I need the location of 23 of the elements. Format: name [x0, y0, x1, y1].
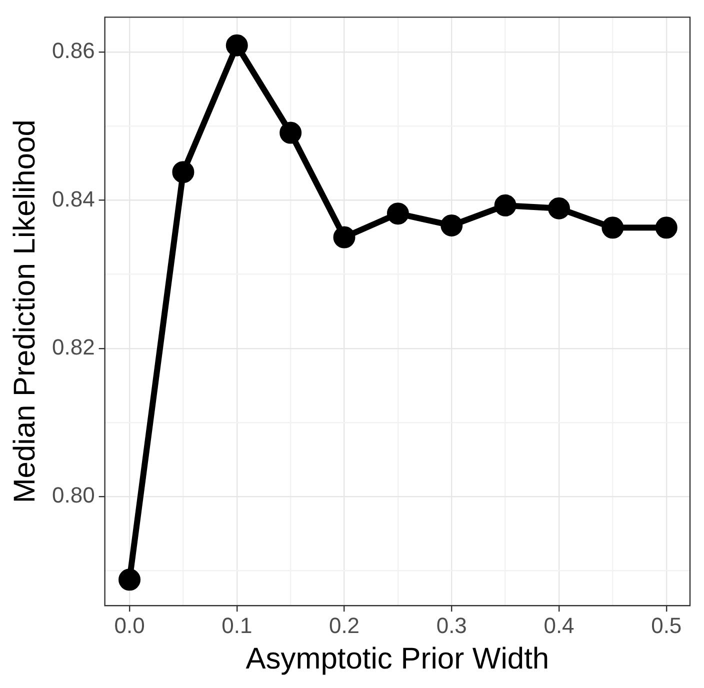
x-tick-label: 0.2 — [328, 612, 360, 638]
y-tick-label: 0.86 — [52, 38, 95, 64]
point — [333, 226, 356, 248]
point — [118, 568, 141, 591]
point — [280, 122, 302, 144]
point — [172, 161, 194, 184]
point — [494, 194, 516, 216]
x-tick-label: 0.4 — [544, 612, 574, 638]
point — [226, 34, 248, 56]
y-tick-label: 0.80 — [52, 482, 95, 508]
y-tick-label: 0.82 — [52, 334, 95, 360]
y-tick-label: 0.84 — [52, 186, 95, 212]
x-tick-label: 0.0 — [114, 612, 145, 638]
point — [386, 202, 409, 225]
x-tick-label: 0.1 — [222, 612, 252, 638]
y-axis-title: Median Prediction Likelihood — [8, 120, 42, 504]
point — [602, 216, 624, 239]
point — [655, 216, 678, 239]
x-tick-label: 0.3 — [436, 612, 467, 638]
x-tick-label: 0.5 — [651, 612, 682, 638]
point — [548, 197, 570, 220]
point — [440, 214, 463, 236]
x-axis-title: Asymptotic Prior Width — [246, 642, 550, 676]
